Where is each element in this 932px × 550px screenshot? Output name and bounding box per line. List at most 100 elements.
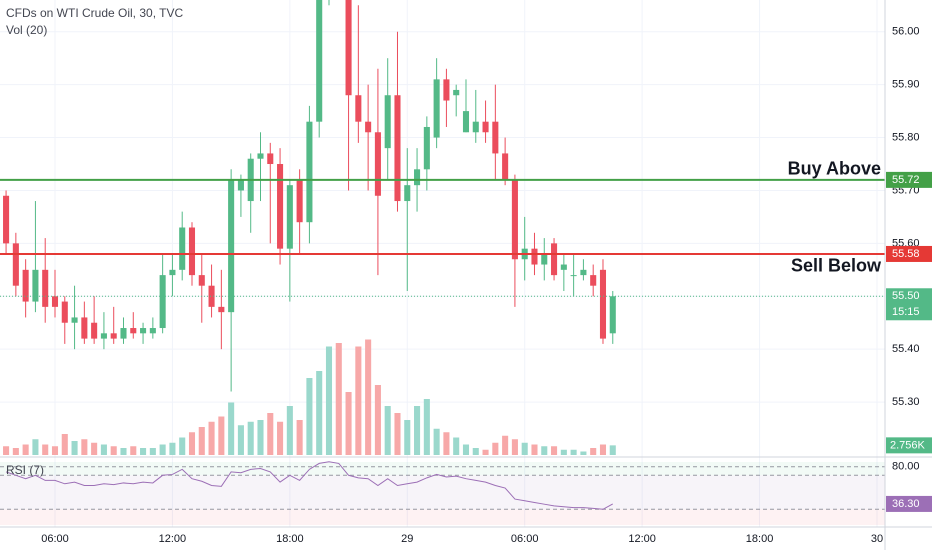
candle-body xyxy=(609,296,616,334)
volume-bar xyxy=(316,371,323,455)
volume-bar xyxy=(71,441,78,455)
rsi-line xyxy=(5,461,614,510)
candle-body xyxy=(423,126,430,170)
last-price-label: 55.50 xyxy=(892,290,920,302)
volume-bar xyxy=(511,439,518,455)
volume-bar xyxy=(394,413,401,455)
volume-bar xyxy=(208,421,215,455)
countdown-label: 15:15 xyxy=(892,306,920,318)
candle-body xyxy=(502,153,509,180)
candle-body xyxy=(198,275,205,286)
rsi-upper-zone xyxy=(0,462,885,476)
candle-body xyxy=(61,301,68,323)
candle-body xyxy=(296,179,303,223)
last-price-box xyxy=(886,288,932,321)
volume-bar xyxy=(551,446,558,455)
volume-bar xyxy=(374,385,381,455)
x-tick-label: 29 xyxy=(401,533,413,545)
y-tick-label: 55.80 xyxy=(892,131,920,143)
candle-body xyxy=(414,169,421,186)
candle-body xyxy=(208,285,215,307)
level-price-box xyxy=(886,171,932,188)
rsi-band xyxy=(0,475,885,510)
volume-bar xyxy=(306,378,313,455)
volume-bar xyxy=(531,444,538,455)
candle-body xyxy=(110,333,117,339)
volume-bar xyxy=(110,446,117,455)
candle-body xyxy=(453,89,460,96)
volume-bar xyxy=(61,434,68,455)
candle-body xyxy=(91,322,98,339)
volume-bar xyxy=(433,428,440,455)
candle-body xyxy=(345,0,352,96)
volume-bar xyxy=(492,442,499,455)
x-tick-label: 30 xyxy=(871,533,883,545)
chart-title: CFDs on WTI Crude Oil, 30, TVC xyxy=(6,6,183,20)
candle-body xyxy=(433,79,440,138)
volume-legend: Vol (20) xyxy=(6,23,47,37)
x-tick-label: 12:00 xyxy=(159,533,187,545)
candle-body xyxy=(443,79,450,101)
y-tick-label: 55.90 xyxy=(892,79,920,91)
volume-bar xyxy=(590,448,597,455)
volume-bar xyxy=(257,420,264,455)
candle-body xyxy=(267,153,274,165)
candle-body xyxy=(551,243,558,276)
volume-bar xyxy=(570,449,577,455)
volume-bar xyxy=(502,435,509,455)
candle-body xyxy=(590,275,597,286)
volume-bar xyxy=(472,448,479,455)
candle-body xyxy=(482,121,489,133)
volume-bar xyxy=(91,442,98,455)
x-tick-label: 06:00 xyxy=(41,533,69,545)
level-price-label: 55.72 xyxy=(892,174,920,186)
candle-body xyxy=(100,333,107,339)
volume-bar xyxy=(32,439,39,455)
candle-body xyxy=(169,269,176,276)
volume-bar xyxy=(541,446,548,455)
volume-bar xyxy=(247,421,254,455)
volume-bar xyxy=(81,439,88,455)
rsi-tick-label: 80.00 xyxy=(892,461,920,473)
candle-body xyxy=(120,328,127,339)
x-tick-label: 06:00 xyxy=(511,533,539,545)
candle-body xyxy=(159,275,166,329)
volume-bar xyxy=(335,343,342,455)
volume-bar xyxy=(12,448,19,455)
volume-bar xyxy=(345,392,352,455)
volume-bar xyxy=(140,448,147,455)
candle-body xyxy=(22,269,29,302)
volume-bar xyxy=(237,425,244,455)
x-tick-label: 18:00 xyxy=(746,533,774,545)
candle-body xyxy=(580,269,587,276)
candle-body xyxy=(355,95,362,122)
volume-bar xyxy=(228,402,235,455)
volume-bar xyxy=(179,437,186,455)
candle-body xyxy=(3,195,10,244)
candle-body xyxy=(462,111,470,133)
volume-bar xyxy=(286,406,293,455)
candle-body xyxy=(179,227,186,270)
volume-bar xyxy=(169,442,176,455)
volume-bar xyxy=(3,446,10,455)
rsi-last-label: 36.30 xyxy=(892,498,920,510)
candle-body xyxy=(42,269,49,307)
candle-body xyxy=(365,121,372,133)
candle-body xyxy=(81,317,88,339)
price-pane xyxy=(0,0,885,455)
volume-bar xyxy=(149,448,156,455)
volume-bar xyxy=(560,449,567,455)
candle-body xyxy=(531,248,538,265)
volume-bar xyxy=(365,339,372,455)
candle-body xyxy=(492,121,499,154)
candle-body xyxy=(188,227,196,276)
x-tick-label: 18:00 xyxy=(276,533,304,545)
rsi-lower-zone xyxy=(0,509,885,525)
candle-body xyxy=(277,164,284,249)
volume-bar xyxy=(42,444,49,455)
volume-bar xyxy=(325,346,333,455)
candle-body xyxy=(32,269,39,302)
candle-body xyxy=(570,275,577,277)
candle-body xyxy=(599,269,607,339)
